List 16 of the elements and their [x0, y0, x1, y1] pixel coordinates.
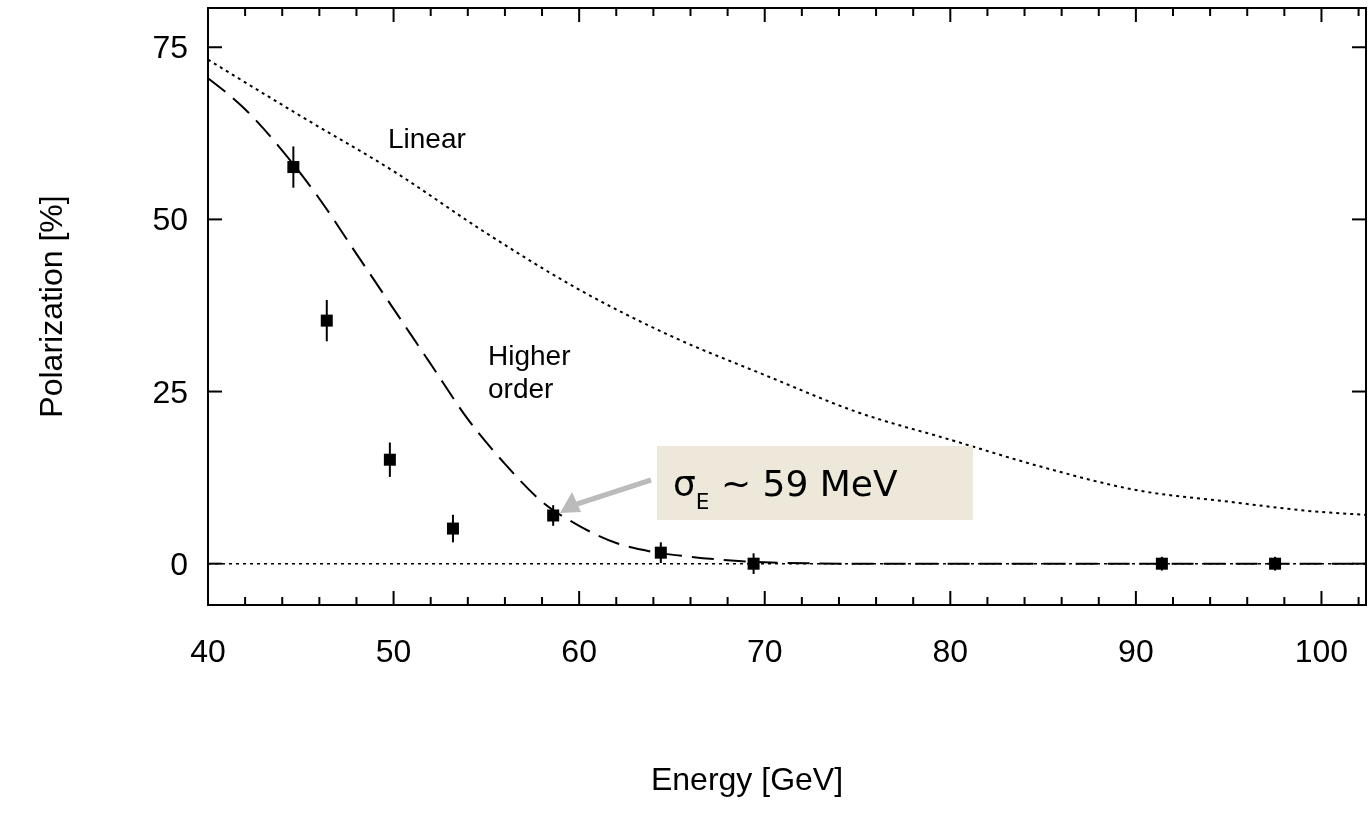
x-axis-title: Energy [GeV] [650, 761, 844, 797]
x-tick-label: 100 [1294, 633, 1349, 669]
annotation: σ$_{E}$ ~ 59 MeV [673, 463, 898, 514]
y-tick-label: 0 [170, 545, 188, 582]
x-tick-label: 40 [190, 633, 226, 669]
y-axis-title: Polarization [%] [33, 195, 69, 418]
y-tick-label: 50 [152, 201, 188, 238]
x-tick-label: 50 [375, 633, 412, 669]
x-tick-label: 60 [561, 633, 597, 669]
x-tick-label: 70 [746, 633, 783, 669]
y-tick-label: 75 [152, 29, 188, 66]
x-tick-label: 90 [1118, 633, 1154, 669]
annotation: Linear [388, 123, 466, 154]
annotation: Higher order [488, 340, 571, 404]
y-tick-label: 25 [152, 373, 188, 410]
x-tick-label: 80 [932, 633, 969, 669]
